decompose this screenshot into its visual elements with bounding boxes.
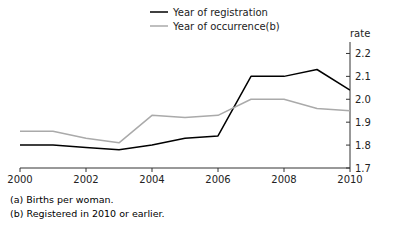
y-tick-label: 1.7 <box>355 163 371 174</box>
x-tick <box>86 168 87 172</box>
x-tick-label: 2002 <box>73 174 98 185</box>
footnote: (a) Births per woman. <box>10 194 114 205</box>
x-tick <box>152 168 153 172</box>
legend-swatch <box>150 11 168 13</box>
y-tick-label: 2.2 <box>355 48 371 59</box>
x-tick <box>350 168 351 172</box>
x-axis-line <box>20 168 350 169</box>
y-tick-label: 1.9 <box>355 117 371 128</box>
series-line <box>20 69 350 149</box>
x-tick-label: 2006 <box>205 174 230 185</box>
y-tick <box>346 53 350 54</box>
x-tick-label: 2008 <box>271 174 296 185</box>
x-tick-label: 2000 <box>7 174 32 185</box>
y-tick <box>346 76 350 77</box>
y-tick-label: 2.1 <box>355 71 371 82</box>
footnote: (b) Registered in 2010 or earlier. <box>10 208 165 219</box>
x-tick <box>284 168 285 172</box>
x-tick <box>218 168 219 172</box>
y-tick <box>346 168 350 169</box>
x-tick <box>20 168 21 172</box>
y-tick <box>346 145 350 146</box>
series-line <box>20 99 350 143</box>
x-tick-label: 2010 <box>337 174 362 185</box>
y-tick <box>346 99 350 100</box>
x-tick-label: 2004 <box>139 174 164 185</box>
legend-label: Year of registration <box>172 7 268 18</box>
y-tick-label: 1.8 <box>355 140 371 151</box>
chart: 2000 2002 2004 2006 2008 20101.7 1.8 1.9 2.0 2.1 2… <box>0 0 397 227</box>
y-axis-line <box>350 42 351 168</box>
y-tick-label: 2.0 <box>355 94 371 105</box>
y-axis-label: rate <box>350 28 370 39</box>
y-tick <box>346 122 350 123</box>
legend-label: Year of occurrence(b) <box>172 21 280 32</box>
plot-area <box>20 69 350 149</box>
legend-swatch <box>150 25 168 27</box>
